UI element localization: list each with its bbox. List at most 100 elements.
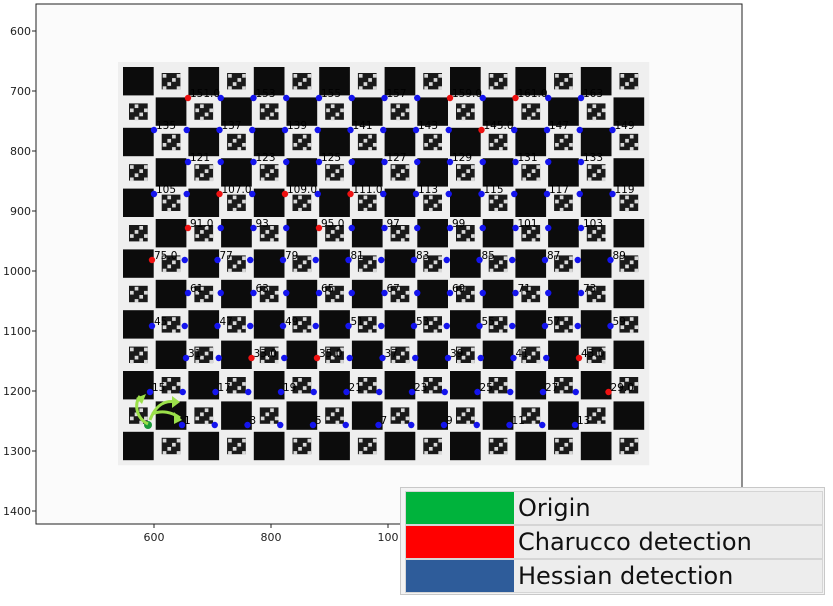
marker-bit [200, 230, 204, 234]
marker-bit [471, 359, 475, 364]
aruco-marker [292, 194, 312, 211]
corner-label: 3 [250, 415, 257, 427]
marker-bit [270, 408, 274, 413]
marker-bit [274, 177, 279, 182]
charuco-board [118, 62, 650, 466]
black-square [384, 127, 416, 157]
marker-bit [559, 447, 564, 451]
marker-bit [260, 359, 265, 364]
corner-dot [277, 388, 285, 396]
marker-bit [629, 78, 634, 82]
aruco-marker [423, 377, 442, 394]
corner-dot [381, 224, 388, 232]
black-square [482, 158, 514, 187]
marker-bit [302, 442, 307, 447]
marker-bit [634, 382, 639, 386]
marker-bit [629, 134, 634, 139]
marker-bit [620, 199, 625, 204]
marker-bit [228, 382, 232, 386]
marker-bit [400, 112, 405, 117]
marker-bit [274, 108, 279, 113]
marker-bit [400, 408, 405, 413]
marker-bit [270, 351, 274, 356]
marker-bit [522, 416, 527, 421]
corner-dot [380, 126, 387, 134]
aruco-marker [456, 407, 475, 424]
marker-bit [391, 234, 396, 238]
marker-bit [438, 74, 442, 78]
corner-label: 119 [615, 184, 635, 196]
marker-bit [130, 347, 134, 352]
marker-bit [228, 256, 232, 261]
corner-dot [249, 190, 256, 198]
marker-bit [298, 378, 302, 382]
corner-label: 67 [387, 283, 400, 295]
marker-bit [162, 143, 167, 147]
corner-dot [217, 224, 224, 232]
marker-bit [536, 347, 541, 352]
corner-dot [313, 354, 321, 362]
corner-dot [381, 94, 388, 102]
black-square [123, 371, 154, 400]
marker-bit [471, 347, 475, 352]
marker-bit [307, 451, 312, 455]
corner-dot [577, 289, 585, 297]
marker-bit [134, 116, 139, 121]
corner-dot [412, 126, 420, 134]
black-square [221, 219, 252, 248]
black-square [286, 219, 318, 248]
marker-bit [232, 264, 237, 269]
marker-bit [457, 177, 461, 182]
black-square [515, 371, 547, 400]
black-square [450, 431, 481, 461]
aruco-marker [488, 377, 508, 394]
black-square [155, 340, 187, 369]
marker-bit [237, 78, 242, 82]
marker-bit [587, 347, 592, 352]
marker-bit [144, 177, 148, 182]
corner-dot [510, 354, 517, 362]
marker-bit [494, 138, 499, 143]
marker-bit [494, 447, 499, 451]
marker-bit [363, 82, 368, 86]
marker-bit [335, 112, 340, 117]
black-square [123, 310, 154, 339]
marker-bit [270, 295, 274, 299]
marker-bit [260, 177, 265, 182]
marker-bit [195, 234, 200, 238]
marker-bit [597, 169, 601, 173]
marker-bit [592, 173, 597, 178]
corner-dot [247, 256, 254, 264]
corner-label: 133 [583, 152, 603, 164]
corner-dot [477, 354, 484, 362]
corner-dot [479, 289, 486, 297]
marker-bit [134, 355, 139, 360]
marker-bit [265, 299, 270, 303]
marker-bit [466, 238, 471, 242]
marker-bit [270, 112, 274, 117]
marker-bit [536, 416, 541, 421]
corner-dot [545, 158, 552, 166]
marker-bit [228, 325, 232, 330]
marker-bit [569, 268, 573, 273]
marker-bit [629, 260, 634, 265]
black-square [515, 188, 547, 217]
marker-bit [330, 116, 335, 121]
marker-bit [176, 86, 181, 90]
marker-bit [503, 143, 508, 147]
corner-label: 19 [283, 382, 296, 394]
corner-label: 161.0 [518, 88, 548, 100]
marker-bit [466, 295, 471, 299]
marker-bit [372, 451, 377, 455]
marker-bit [555, 256, 559, 261]
marker-bit [499, 329, 503, 334]
marker-bit [536, 359, 541, 364]
marker-bit [340, 165, 344, 169]
marker-bit [555, 382, 559, 386]
corner-label: 83 [416, 250, 429, 262]
legend-item-charucco: Charucco detection [405, 525, 823, 559]
marker-bit [265, 116, 270, 121]
marker-bit [625, 447, 629, 451]
marker-bit [167, 138, 172, 143]
marker-bit [620, 438, 625, 443]
